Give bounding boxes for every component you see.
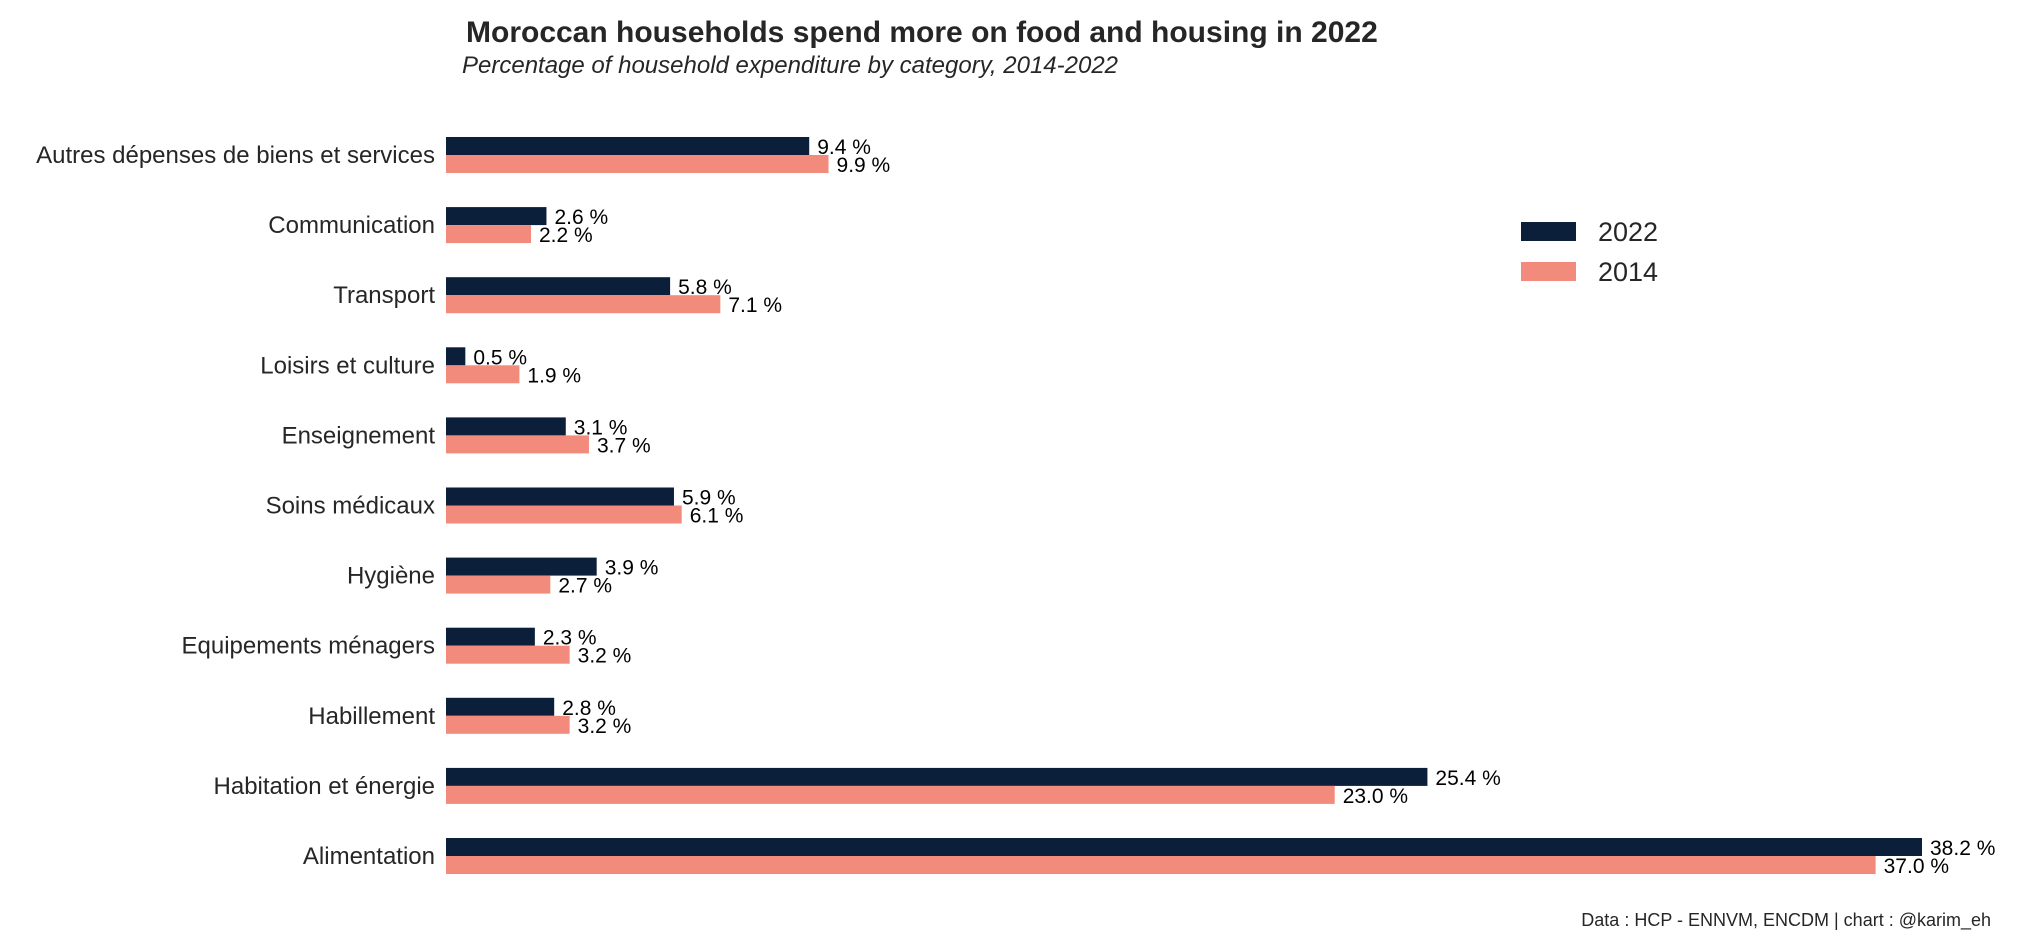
bar-value-label: 7.1 % [728,294,782,317]
bar-2022 [446,137,810,155]
bar-2022 [446,347,466,366]
bar-value-label: 2.6 % [554,206,608,229]
category-label: Alimentation [303,843,435,870]
category-group: Habitation et énergie 25.4 % 23.0 % [214,767,1501,808]
category-label: Habillement [308,703,435,730]
legend-swatch [1521,262,1576,281]
category-group: Communication 2.6 %2.2 % [268,206,608,247]
bar-2014 [446,505,682,524]
bar-value-label: 3.7 % [597,434,651,457]
bar-value-label: 5.8 % [678,276,732,299]
category-label: Transport [333,282,435,309]
bar-value-label: 3.2 % [578,645,632,668]
bar-value-label: 2.3 % [543,627,597,650]
category-group: Habillement 2.8 %3.2 % [308,697,631,738]
chart-subtitle: Percentage of household expenditure by c… [462,52,1118,79]
bar-value-label: 3.9 % [605,557,659,580]
category-label: Enseignement [282,422,436,449]
bar-2014 [446,715,570,734]
category-group: Alimentation 38.2 %37.0 % [303,837,1995,878]
bar-value-label: 0.5 % [473,346,527,369]
bar-value-label: 5.9 % [682,487,736,510]
category-label: Autres dépenses de biens et services [36,142,435,169]
category-label: Communication [268,212,435,239]
bar-2014 [446,225,532,244]
category-group: Soins médicaux 5.9 %6.1 % [266,487,744,528]
category-label: Habitation et énergie [214,773,435,800]
legend-swatch [1521,222,1576,241]
bar-2022 [446,767,1428,786]
legend-item: 2022 [1521,217,1658,247]
bar-2022 [446,487,674,506]
bar-value-label: 2.8 % [562,697,616,720]
legend-label: 2022 [1598,217,1658,247]
category-group: Enseignement 3.1 %3.7 % [282,416,651,457]
bar-2022 [446,277,671,296]
legend-label: 2014 [1598,257,1658,287]
category-label: Hygiène [347,563,435,590]
bar-2014 [446,645,570,664]
category-group: Transport 5.8 %7.1 % [333,276,782,317]
bar-2014 [446,785,1335,804]
bar-2014 [446,155,829,173]
source-note: Data : HCP - ENNVM, ENCDM | chart : @kar… [1581,910,1991,931]
category-group: Autres dépenses de biens et services 9.4 … [36,136,890,177]
bar-2022 [446,838,1922,856]
bar-value-label: 3.2 % [578,715,632,738]
category-group: Loisirs et culture 0.5 %1.9 % [260,346,581,387]
category-label: Loisirs et culture [260,352,435,379]
bar-2014 [446,856,1876,874]
bar-2022 [446,417,566,436]
bar-value-label: 6.1 % [690,505,744,528]
bar-2022 [446,697,555,716]
bars-layer: Autres dépenses de biens et services 9.4 … [36,136,1995,878]
bar-value-label: 37.0 % [1884,855,1949,878]
legend-item: 2014 [1521,257,1658,287]
bar-value-label: 38.2 % [1930,837,1995,860]
bar-2014 [446,295,721,314]
category-label: Equipements ménagers [182,633,435,660]
bar-value-label: 9.4 % [817,136,871,159]
bar-2014 [446,365,520,384]
bar-2014 [446,575,551,594]
bar-2022 [446,207,547,226]
bar-2022 [446,627,535,646]
bar-value-label: 23.0 % [1343,785,1408,808]
category-label: Soins médicaux [266,493,435,520]
category-group: Hygiène 3.9 %2.7 % [347,557,658,598]
bar-value-label: 1.9 % [527,364,581,387]
bar-2014 [446,435,589,454]
category-group: Equipements ménagers 2.3 %3.2 % [182,627,632,668]
bar-value-label: 2.7 % [558,575,612,598]
bar-2022 [446,557,597,576]
bar-value-label: 3.1 % [574,416,628,439]
bar-value-label: 2.2 % [539,224,593,247]
chart-title: Moroccan households spend more on food a… [466,16,1378,49]
bar-value-label: 25.4 % [1435,767,1500,790]
legend: 2022 2014 [1521,217,1658,287]
bar-value-label: 9.9 % [837,154,891,177]
